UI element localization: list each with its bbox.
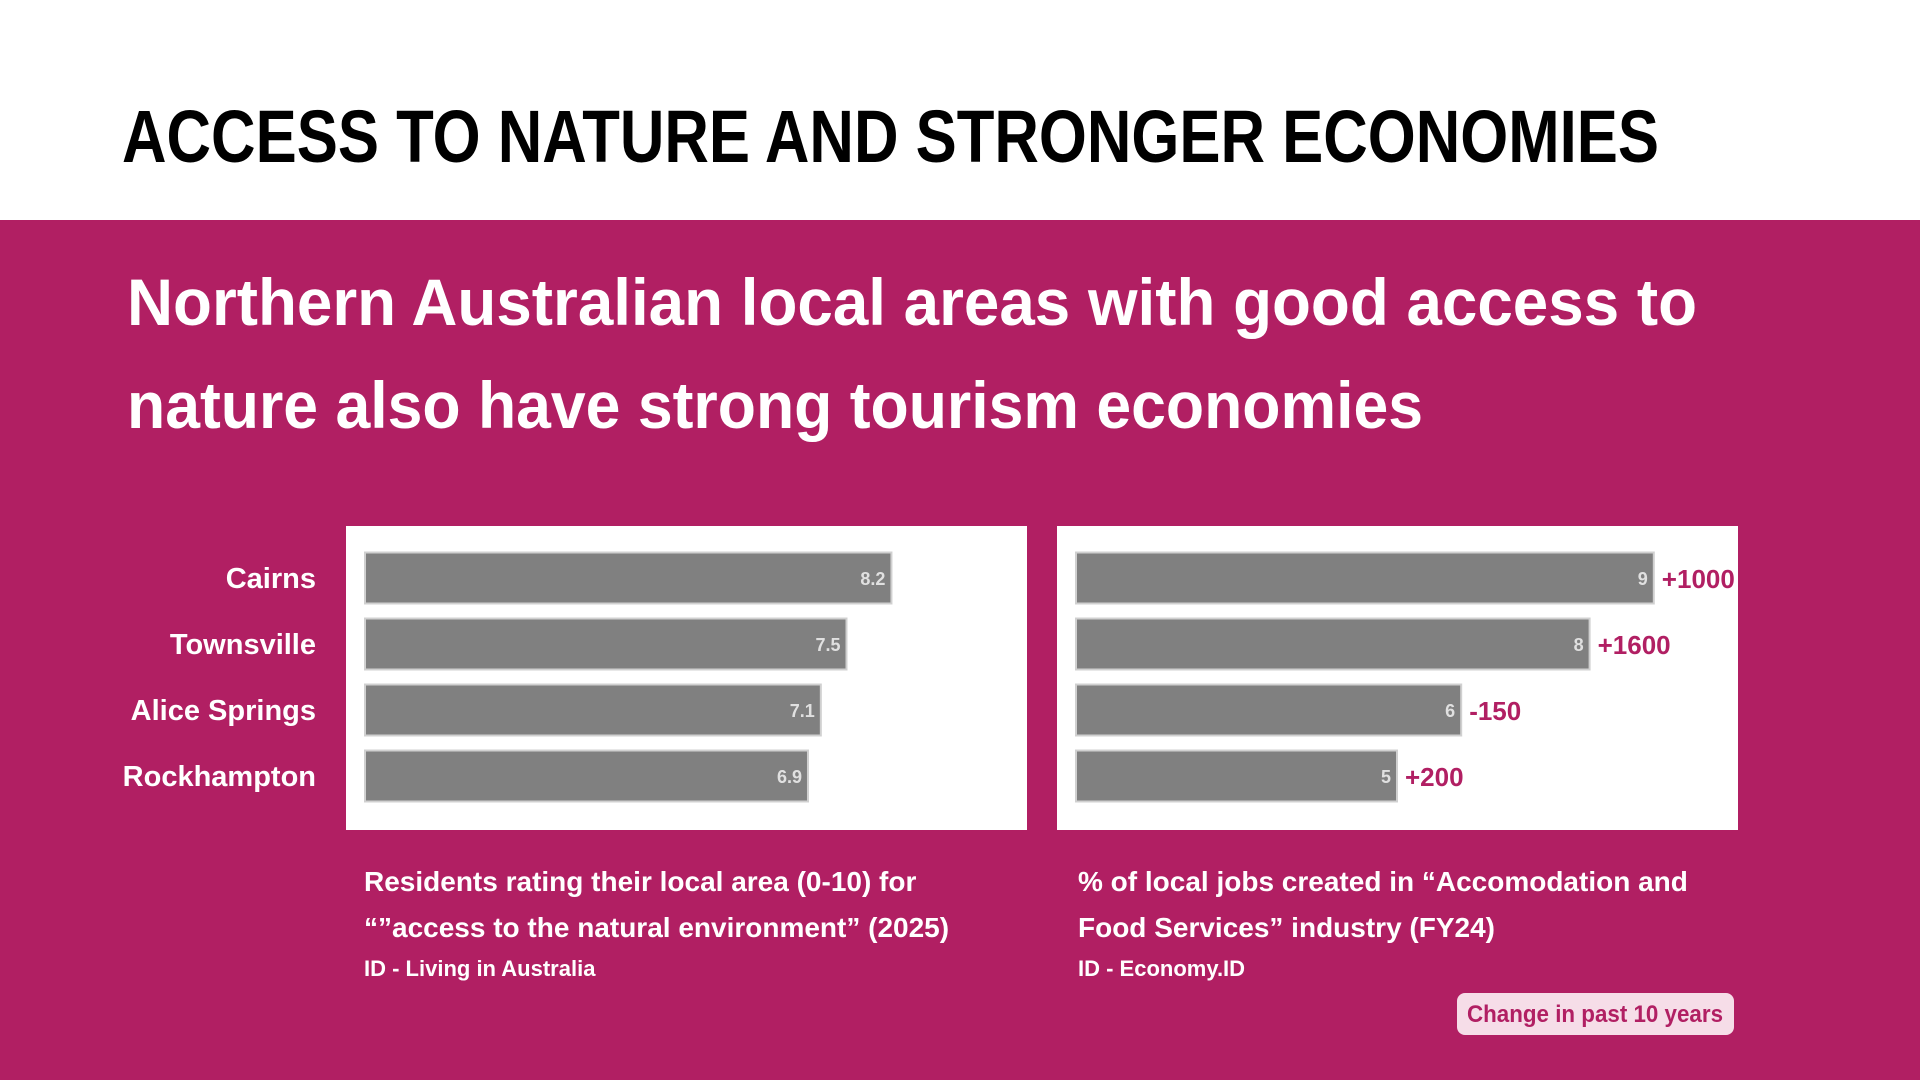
bar bbox=[364, 617, 848, 671]
value-label: 9 bbox=[1638, 569, 1648, 589]
value-label: 5 bbox=[1381, 767, 1391, 787]
legend-pill bbox=[1457, 993, 1734, 1035]
value-label: 7.1 bbox=[790, 701, 815, 721]
header-bg bbox=[0, 0, 1920, 220]
change-label: +200 bbox=[1405, 762, 1464, 792]
value-label: 6 bbox=[1445, 701, 1455, 721]
change-label: +1600 bbox=[1598, 630, 1671, 660]
bar bbox=[364, 551, 893, 605]
category-label: Alice Springs bbox=[131, 695, 316, 727]
subtitle: nature also have strong tourism economie… bbox=[127, 368, 1423, 442]
caption: Food Services” industry (FY24) bbox=[1078, 912, 1495, 943]
value-label: 8 bbox=[1574, 635, 1584, 655]
value-label: 7.5 bbox=[815, 635, 840, 655]
bar bbox=[1075, 617, 1591, 671]
legend-label: Change in past 10 years bbox=[1467, 1001, 1723, 1028]
source: ID - Living in Australia bbox=[364, 956, 596, 981]
caption: “”access to the natural environment” (20… bbox=[364, 912, 949, 943]
caption: % of local jobs created in “Accomodation… bbox=[1078, 866, 1688, 897]
caption: Residents rating their local area (0-10)… bbox=[364, 866, 916, 897]
subtitle: Northern Australian local areas with goo… bbox=[127, 265, 1697, 339]
value-label: 6.9 bbox=[777, 767, 802, 787]
bar bbox=[1075, 551, 1655, 605]
category-label: Rockhampton bbox=[123, 761, 316, 793]
change-label: +1000 bbox=[1662, 564, 1735, 594]
category-label: Cairns bbox=[226, 563, 316, 595]
bar bbox=[1075, 749, 1398, 803]
title: ACCESS TO NATURE AND STRONGER ECONOMIES bbox=[122, 95, 1659, 178]
value-label: 8.2 bbox=[860, 569, 885, 589]
category-label: Townsville bbox=[170, 629, 316, 661]
bar bbox=[364, 683, 822, 737]
bar bbox=[1075, 683, 1463, 737]
change-label: -150 bbox=[1469, 696, 1521, 726]
bar bbox=[364, 749, 809, 803]
source: ID - Economy.ID bbox=[1078, 956, 1245, 981]
